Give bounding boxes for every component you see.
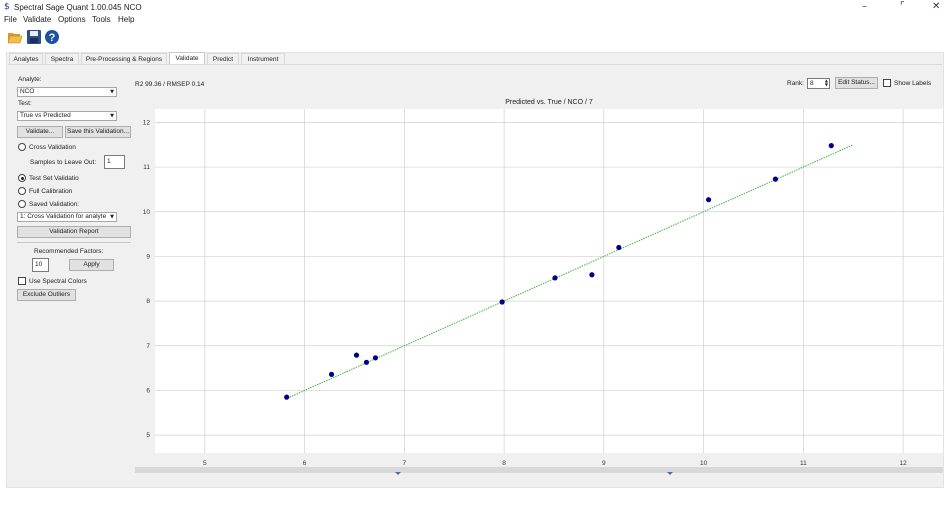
tab-preprocessing-regions[interactable]: Pre-Processing & Regions	[81, 53, 167, 64]
y-tick-label: 12	[143, 119, 151, 126]
x-tick-label: 10	[700, 460, 708, 467]
saved-validation-radio[interactable]	[18, 200, 26, 208]
horizontal-scrollbar[interactable]	[135, 467, 943, 473]
data-point[interactable]	[372, 355, 379, 361]
test-set-validation-radio[interactable]	[18, 174, 26, 182]
data-point[interactable]	[772, 176, 779, 182]
menu-tools[interactable]: Tools	[92, 15, 111, 24]
full-calibration-label: Full Calibration	[29, 188, 73, 195]
samples-leave-out-input[interactable]: 1	[104, 155, 125, 169]
validate-button[interactable]: Validate...	[17, 126, 63, 138]
tab-predict[interactable]: Predict	[207, 53, 239, 64]
x-tick-label: 7	[403, 460, 407, 467]
y-tick-label: 8	[146, 298, 150, 305]
x-tick-label: 11	[800, 460, 807, 467]
rank-label: Rank:	[787, 80, 804, 87]
menu-bar: File Validate Options Tools Help	[0, 14, 950, 26]
factors-input[interactable]: 10	[32, 258, 49, 272]
samples-leave-out-label: Samples to Leave Out:	[30, 159, 97, 166]
y-tick-label: 5	[146, 432, 150, 439]
data-point[interactable]	[284, 394, 290, 400]
help-icon[interactable]: ?	[44, 29, 60, 45]
close-icon[interactable]: ✕	[932, 1, 941, 12]
y-tick-label: 11	[143, 164, 150, 171]
edit-status-button[interactable]: Edit Status...	[835, 77, 878, 89]
use-spectral-colors-label: Use Spectral Colors	[29, 278, 87, 285]
chevron-down-icon: ▼	[110, 214, 114, 220]
predicted-vs-true-chart: Predicted vs. True / NCO / 7 5 6 7 8 9 10 11 12…	[135, 99, 943, 475]
menu-help[interactable]: Help	[118, 15, 135, 24]
show-labels-label: Show Labels	[894, 80, 932, 87]
test-label: Test:	[18, 100, 32, 107]
analyte-select[interactable]: NCO ▼	[17, 87, 117, 97]
x-tick-label: 5	[203, 460, 207, 467]
chevron-down-icon: ▼	[110, 113, 114, 119]
test-select[interactable]: True vs Predicted ▼	[17, 111, 117, 121]
tab-analytes[interactable]: Analytes	[9, 53, 43, 64]
tab-instrument[interactable]: Instrument	[241, 53, 285, 64]
x-tick-label: 6	[303, 460, 307, 467]
open-folder-icon[interactable]	[7, 29, 23, 45]
saved-validation-select[interactable]: 1: Cross Validation for analyte ▼	[17, 212, 117, 222]
stats-readout: R2 99.36 / RMSEP 0.14	[135, 81, 205, 88]
save-validation-button[interactable]: Save this Validation...	[65, 126, 131, 138]
data-point[interactable]	[363, 359, 370, 365]
chart-title: Predicted vs. True / NCO / 7	[505, 99, 593, 106]
data-point[interactable]	[616, 244, 622, 251]
x-tick-label: 12	[899, 460, 907, 467]
validation-report-button[interactable]: Validation Report	[17, 226, 131, 238]
y-tick-label: 7	[146, 343, 150, 350]
separator	[17, 242, 131, 243]
tab-spectra[interactable]: Spectra	[45, 53, 79, 64]
x-tick-label: 8	[502, 460, 506, 467]
rank-value: 8	[810, 80, 814, 87]
help-glyph: ?	[49, 32, 56, 44]
toolbar: ?	[0, 27, 950, 49]
cross-validation-radio[interactable]	[18, 143, 26, 151]
data-point[interactable]	[353, 352, 360, 358]
y-tick-label: 10	[143, 209, 151, 216]
scroll-marker-icon[interactable]	[667, 472, 673, 475]
chevron-down-icon: ▼	[110, 89, 114, 95]
test-set-validation-label: Test Set Validatio	[29, 175, 79, 182]
spin-up-icon[interactable]: ▲	[824, 78, 828, 83]
menu-options[interactable]: Options	[58, 15, 86, 24]
recommended-factors-label: Recommended Factors:	[34, 248, 104, 255]
full-calibration-radio[interactable]	[18, 187, 26, 195]
data-point[interactable]	[499, 299, 505, 305]
rank-spinbox[interactable]: 8 ▲ ▼	[807, 78, 830, 89]
saved-validation-value: 1: Cross Validation for analyte	[20, 213, 107, 220]
show-labels-checkbox[interactable]	[883, 79, 891, 87]
exclude-outliers-button[interactable]: Exclude Outliers	[17, 289, 76, 301]
cross-validation-label: Cross Validation	[29, 144, 76, 151]
minimize-icon[interactable]: –	[862, 1, 867, 12]
spin-down-icon[interactable]: ▼	[824, 82, 828, 87]
y-tick-label: 9	[146, 253, 150, 260]
title-bar: $ Spectral Sage Quant 1.00.045 NCO – ⌜ ✕	[0, 0, 950, 14]
save-disk-icon[interactable]	[26, 29, 42, 45]
apply-button[interactable]: Apply	[69, 259, 114, 271]
use-spectral-colors-checkbox[interactable]	[18, 277, 26, 285]
tab-validate[interactable]: Validate	[169, 52, 205, 64]
saved-validation-label: Saved Validation:	[29, 201, 80, 208]
data-point[interactable]	[705, 197, 712, 203]
regression-line	[289, 144, 854, 398]
menu-file[interactable]: File	[4, 15, 17, 24]
data-point[interactable]	[828, 143, 834, 149]
x-tick-label: 9	[602, 460, 606, 467]
data-point[interactable]	[589, 272, 595, 278]
data-point[interactable]	[552, 275, 558, 281]
y-tick-label: 6	[146, 387, 150, 394]
window-title: Spectral Sage Quant 1.00.045 NCO	[14, 3, 142, 12]
menu-validate[interactable]: Validate	[23, 15, 52, 24]
restore-icon[interactable]: ⌜	[900, 1, 905, 12]
test-select-value: True vs Predicted	[20, 112, 71, 119]
app-logo-icon: $	[4, 2, 10, 12]
spin-arrows-icon[interactable]: ▲ ▼	[825, 79, 828, 87]
scroll-marker-icon[interactable]	[395, 472, 401, 475]
analyte-label: Analyte:	[18, 76, 42, 83]
analyte-select-value: NCO	[20, 88, 35, 95]
data-point[interactable]	[328, 371, 335, 377]
